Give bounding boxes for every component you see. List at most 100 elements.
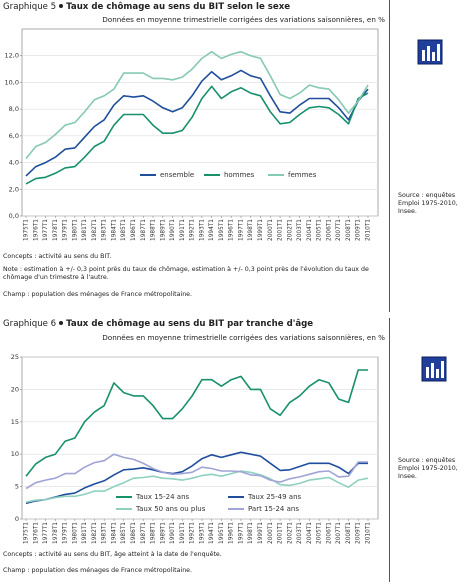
legend-label: Part 15-24 ans <box>248 505 299 513</box>
x-tick-label: 1997T1 <box>238 219 244 241</box>
legend-label: hommes <box>224 171 255 179</box>
source: Source : enquêtes Emploi 1975-2010, Inse… <box>398 457 458 480</box>
x-tick-label: 1987T1 <box>141 219 147 241</box>
x-tick-label: 1984T1 <box>111 522 117 544</box>
x-tick-label: 1995T1 <box>219 522 225 544</box>
x-tick-label: 1992T1 <box>190 522 196 544</box>
series-line <box>25 69 369 177</box>
x-tick-label: 1988T1 <box>151 219 157 241</box>
x-tick-label: 1976T1 <box>33 522 39 544</box>
x-tick-label: 1981T1 <box>82 522 88 544</box>
y-tick-label: 2,0 <box>9 185 19 193</box>
y-tick-label: 10,0 <box>5 78 19 86</box>
x-tick-label: 1998T1 <box>248 522 254 544</box>
y-tick-label: 20 <box>11 385 19 393</box>
x-tick-label: 1998T1 <box>248 219 254 241</box>
y-tick-label: 0,0 <box>9 212 19 220</box>
chart-icon <box>417 39 443 65</box>
x-tick-label: 1993T1 <box>199 219 205 241</box>
x-tick-label: 1994T1 <box>209 219 215 241</box>
x-tick-label: 2000T1 <box>268 219 274 241</box>
x-tick-label: 1990T1 <box>170 522 176 544</box>
x-tick-label: 1999T1 <box>258 522 264 544</box>
legend-label: ensemble <box>160 171 194 179</box>
x-tick-label: 1975T1 <box>24 522 30 544</box>
x-tick-label: 1990T1 <box>170 219 176 241</box>
note: Champ : population des ménages de France… <box>3 291 193 298</box>
x-tick-label: 2004T1 <box>307 522 313 544</box>
x-tick-label: 1978T1 <box>53 522 59 544</box>
x-tick-label: 1981T1 <box>82 219 88 241</box>
x-tick-label: 1999T1 <box>258 219 264 241</box>
x-tick-label: 2002T1 <box>287 219 293 241</box>
y-tick-label: 25 <box>11 353 19 361</box>
series-line <box>25 50 369 160</box>
chart-heading: Graphique 5 Taux de chômage au sens du BI… <box>3 2 290 12</box>
x-tick-label: 1979T1 <box>63 522 69 544</box>
x-tick-label: 2001T1 <box>278 219 284 241</box>
series-line <box>25 453 368 490</box>
x-tick-label: 1995T1 <box>219 219 225 241</box>
x-tick-label: 1986T1 <box>131 219 137 241</box>
x-tick-label: 2010T1 <box>366 522 372 544</box>
series-line <box>25 451 368 505</box>
series-line <box>25 85 369 185</box>
x-tick-label: 1992T1 <box>190 219 196 241</box>
x-tick-label: 1979T1 <box>63 219 69 241</box>
x-tick-label: 2000T1 <box>268 522 274 544</box>
x-tick-label: 2005T1 <box>317 522 323 544</box>
x-tick-label: 2009T1 <box>356 219 362 241</box>
x-tick-label: 1978T1 <box>53 219 59 241</box>
series-line <box>25 369 368 477</box>
x-tick-label: 1988T1 <box>151 522 157 544</box>
y-tick-label: 4,0 <box>9 159 19 167</box>
x-tick-label: 2008T1 <box>346 219 352 241</box>
chart-heading: Graphique 6 Taux de chômage au sens du BI… <box>3 319 313 329</box>
x-tick-label: 1980T1 <box>72 522 78 544</box>
chart-subtitle: Données en moyenne trimestrielle corrigé… <box>102 333 385 342</box>
x-tick-label: 2008T1 <box>346 522 352 544</box>
y-tick-label: 12,0 <box>5 52 19 60</box>
legend-label: Taux 15-24 ans <box>135 493 190 501</box>
note: Champ : population des ménages de France… <box>3 567 193 574</box>
x-tick-label: 1984T1 <box>111 219 117 241</box>
legend-label: Taux 25-49 ans <box>247 493 302 501</box>
x-tick-label: 1991T1 <box>180 522 186 544</box>
y-tick-label: 8,0 <box>9 105 19 113</box>
x-tick-label: 1994T1 <box>209 522 215 544</box>
chart-label: Graphique 6 <box>3 319 57 329</box>
chart-title: Taux de chômage au sens du BIT selon le … <box>66 2 291 12</box>
x-tick-label: 2009T1 <box>356 522 362 544</box>
x-tick-label: 1976T1 <box>33 219 39 241</box>
y-tick-label: 5 <box>15 483 19 491</box>
y-tick-label: 15 <box>11 418 19 426</box>
x-tick-label: 1975T1 <box>24 219 30 241</box>
y-tick-label: 10 <box>11 450 19 458</box>
x-tick-label: 1996T1 <box>229 522 235 544</box>
legend-label: Taux 50 ans ou plus <box>135 505 206 513</box>
x-tick-label: 2001T1 <box>278 522 284 544</box>
x-tick-label: 1982T1 <box>92 522 98 544</box>
x-tick-label: 1997T1 <box>238 522 244 544</box>
x-tick-label: 1983T1 <box>102 219 108 241</box>
x-tick-label: 1985T1 <box>121 219 127 241</box>
x-tick-label: 2010T1 <box>366 219 372 241</box>
x-tick-label: 1993T1 <box>199 522 205 544</box>
note: Concepts : activité au sens du BIT, âge … <box>3 551 222 558</box>
x-tick-label: 2002T1 <box>287 522 293 544</box>
legend-label: femmes <box>288 171 317 179</box>
x-tick-label: 1982T1 <box>92 219 98 241</box>
x-tick-label: 1985T1 <box>121 522 127 544</box>
x-tick-label: 1989T1 <box>160 219 166 241</box>
note: Note : estimation à +/- 0,3 point près d… <box>3 266 369 281</box>
x-tick-label: 1989T1 <box>160 522 166 544</box>
y-tick-label: 6,0 <box>9 132 19 140</box>
series-line <box>25 470 369 503</box>
x-tick-label: 1986T1 <box>131 522 137 544</box>
x-tick-label: 1977T1 <box>43 522 49 544</box>
x-tick-label: 2007T1 <box>336 522 342 544</box>
x-tick-label: 1980T1 <box>72 219 78 241</box>
x-tick-label: 2006T1 <box>326 522 332 544</box>
x-tick-label: 2003T1 <box>297 219 303 241</box>
